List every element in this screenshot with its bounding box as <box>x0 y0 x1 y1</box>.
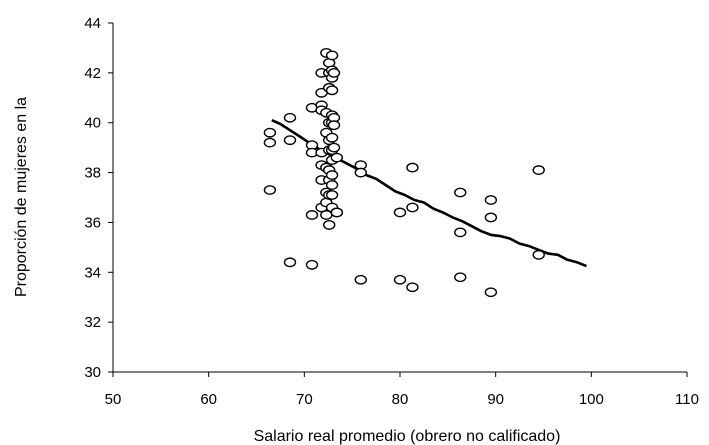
y-axis-ticks: 30 32 34 36 38 40 42 44 <box>84 15 113 381</box>
data-point <box>393 274 407 285</box>
y-tick-label: 30 <box>84 364 101 381</box>
data-point <box>325 170 339 180</box>
data-point <box>263 137 277 148</box>
data-point <box>325 180 339 190</box>
data-point <box>327 67 341 78</box>
data-point <box>354 274 367 285</box>
y-tick-label: 36 <box>84 214 101 231</box>
data-points <box>263 48 545 298</box>
data-point <box>327 142 341 153</box>
x-tick-label: 80 <box>392 391 409 408</box>
data-point <box>406 162 419 173</box>
axes <box>112 23 687 373</box>
data-point <box>393 207 407 218</box>
data-point <box>325 190 339 200</box>
data-point <box>532 249 545 260</box>
data-point <box>283 135 297 146</box>
x-axis-ticks: 50 60 70 80 90 100 110 <box>105 372 699 408</box>
x-tick-label: 60 <box>200 391 217 408</box>
y-tick-label: 44 <box>84 15 101 32</box>
data-point <box>330 152 344 163</box>
data-point <box>325 132 339 143</box>
y-tick-label: 38 <box>84 165 101 182</box>
data-point <box>305 259 319 270</box>
y-tick-label: 32 <box>84 314 101 331</box>
data-point <box>330 207 344 218</box>
data-point <box>454 227 467 238</box>
data-point <box>532 165 545 175</box>
x-axis-title: Salario real promedio (obrero no calific… <box>254 428 561 445</box>
data-point <box>484 287 498 298</box>
data-point <box>263 185 277 195</box>
data-point <box>263 127 277 138</box>
x-tick-label: 70 <box>296 391 313 408</box>
data-point <box>283 112 297 123</box>
data-point <box>484 195 498 205</box>
x-tick-label: 50 <box>105 391 122 408</box>
y-tick-label: 42 <box>84 65 101 82</box>
trend-line-group <box>271 119 587 268</box>
data-point <box>454 272 467 283</box>
x-tick-label: 100 <box>579 391 604 408</box>
x-tick-label: 90 <box>487 391 504 408</box>
data-point <box>283 257 297 268</box>
data-point <box>325 50 339 61</box>
y-axis-title: Proporción de mujeres en la <box>13 97 30 297</box>
data-point <box>406 282 419 293</box>
data-point <box>454 187 467 198</box>
data-point <box>323 220 336 230</box>
data-point <box>325 85 339 96</box>
y-tick-label: 40 <box>84 115 101 132</box>
data-point <box>406 202 419 213</box>
x-tick-label: 110 <box>675 391 699 408</box>
data-point <box>327 120 341 131</box>
trend-line <box>271 119 587 268</box>
data-point <box>484 212 498 223</box>
data-point <box>354 167 367 178</box>
data-point <box>305 210 319 220</box>
y-tick-label: 34 <box>84 264 101 281</box>
